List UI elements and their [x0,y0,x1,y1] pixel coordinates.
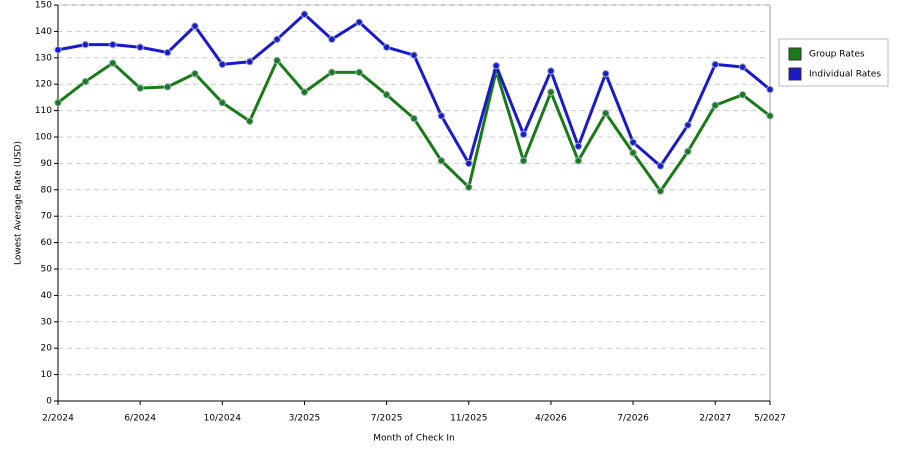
data-point [465,159,473,168]
data-point [601,69,610,78]
y-tick-label: 60 [41,238,53,248]
data-point [245,58,254,66]
x-tick-label: 5/2027 [754,414,786,424]
data-point [519,157,528,165]
data-point [629,138,637,146]
y-tick-label: 70 [41,212,53,222]
y-tick-label: 150 [35,1,52,11]
data-point [656,187,665,195]
data-point [684,147,692,156]
data-point [300,88,309,96]
data-point [109,59,117,67]
x-axis-label: Month of Check In [373,434,455,444]
data-point [766,112,774,120]
data-point [519,130,528,139]
legend-swatch [788,67,802,81]
data-point [273,35,281,44]
data-point [218,60,227,69]
data-point [656,162,665,170]
y-tick-label: 0 [46,397,52,407]
y-axis-label: Lowest Average Rate (USD) [14,141,24,265]
data-point [81,40,90,49]
data-point [601,109,610,117]
data-point [163,83,172,91]
data-point [54,46,62,54]
data-point [711,60,719,69]
x-tick-label: 6/2024 [124,414,156,424]
data-point [355,18,363,26]
data-point [738,63,747,71]
data-point [300,10,309,18]
data-point [191,69,199,78]
y-tick-label: 100 [35,133,52,143]
x-tick-label: 7/2026 [617,414,649,424]
x-tick-label: 11/2025 [450,414,487,424]
data-point [465,183,473,191]
data-point [218,98,227,107]
data-point [191,22,199,30]
y-tick-label: 90 [41,159,53,169]
data-point [437,157,446,165]
y-tick-label: 120 [35,80,52,90]
data-point [136,43,144,51]
y-tick-label: 30 [41,317,53,327]
data-point [738,91,747,99]
legend-label: Group Rates [809,50,865,60]
data-point [54,98,62,107]
data-point [574,142,583,150]
data-point [163,48,172,57]
data-point [711,101,719,110]
x-tick-label: 3/2025 [289,414,321,424]
data-point [410,114,418,123]
data-point [328,35,336,44]
data-point [382,91,391,99]
data-point [382,43,391,51]
data-point [355,68,363,77]
data-point [684,121,692,129]
data-point [547,88,555,96]
legend-swatch [788,47,802,61]
data-point [328,68,336,77]
y-tick-label: 10 [41,370,53,380]
data-point [410,51,418,59]
data-point [109,40,117,49]
y-tick-label: 40 [41,291,53,301]
data-point [574,157,583,165]
y-tick-label: 20 [41,344,53,354]
x-tick-label: 2/2027 [699,414,731,424]
y-tick-label: 140 [35,27,52,37]
x-tick-label: 4/2026 [535,414,567,424]
data-point [245,117,254,125]
data-point [437,112,446,120]
y-tick-label: 80 [41,185,53,195]
plot-area [57,4,771,402]
x-tick-label: 10/2024 [204,414,242,424]
data-point [766,85,774,94]
data-point [547,67,555,75]
y-tick-label: 110 [35,106,52,116]
data-point [492,62,500,70]
y-tick-label: 50 [41,265,53,275]
x-tick-label: 2/2024 [42,414,74,424]
data-point [273,56,281,65]
x-tick-label: 7/2025 [371,414,403,424]
data-point [629,149,637,157]
data-point [136,84,144,92]
y-tick-label: 130 [35,53,52,63]
data-point [81,77,90,86]
legend-label: Individual Rates [809,70,881,80]
